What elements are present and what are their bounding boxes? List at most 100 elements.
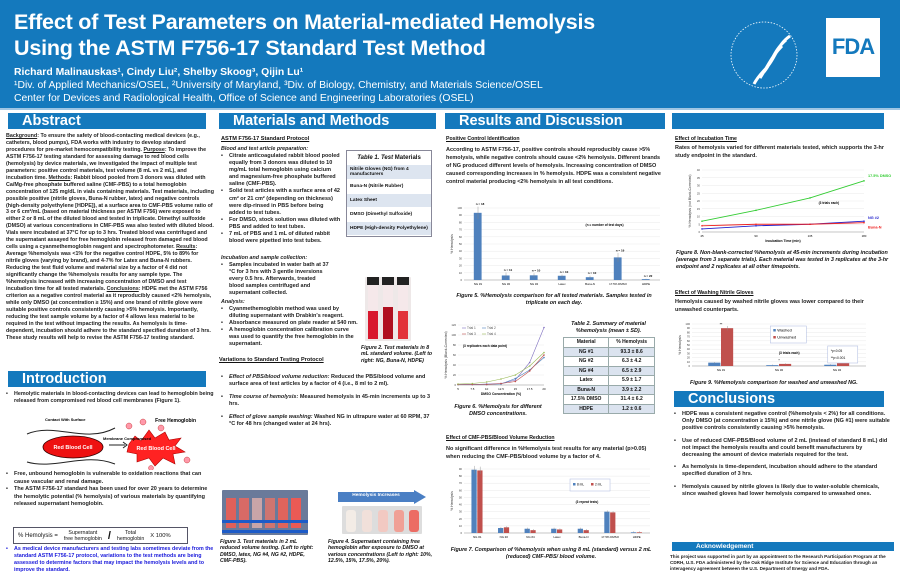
center-name: Center for Devices and Radiological Heal… <box>14 93 474 104</box>
table2-cell: 6.5 ± 2.9 <box>608 365 655 376</box>
x-tick-label: NG #1 <box>473 535 482 539</box>
y-tick-label: 60 <box>459 488 463 492</box>
y-tick-label: 50 <box>459 242 463 246</box>
x-tick-label: NG #1 <box>717 368 726 372</box>
y-tick-label: 40 <box>459 503 463 507</box>
data-point <box>471 382 474 385</box>
series-line <box>458 327 545 385</box>
abstract-background: : To ensure the safety of blood-contacti… <box>6 133 200 153</box>
variation-item: Effect of PBS/blood volume reduction: Re… <box>219 374 434 388</box>
figure2-caption: Figure 2. Test materials in 8 mL standar… <box>361 345 433 364</box>
abstract-methods-label: Methods <box>48 174 71 181</box>
bar <box>636 532 642 533</box>
data-point <box>701 225 703 227</box>
y-tick-label: 20 <box>459 517 463 521</box>
data-point <box>543 354 545 356</box>
y-tick-label: 90 <box>459 467 463 471</box>
figure2-test-tubes-photo <box>365 277 411 341</box>
bar <box>577 528 583 533</box>
y-tick-label: 0 <box>460 531 462 535</box>
series-line <box>701 222 865 227</box>
chart-annotation: (3 trials each) <box>779 351 800 355</box>
prep-item: Citrate anticoagulated rabbit blood pool… <box>219 153 341 188</box>
data-point <box>485 383 488 386</box>
table2-cell: 17.5% DMSO <box>562 394 610 405</box>
x-tick-label: 17.5% DMSO <box>601 535 619 539</box>
y-axis-label: % Hemolysis <box>450 234 454 254</box>
fda-logo: FDA <box>826 18 880 77</box>
y-axis-label: % Hemolysis (Blank-Corrected) <box>444 331 448 378</box>
figure9-caption: Figure 9. %Hemolysis comparison for wash… <box>690 380 858 386</box>
figure5-caption: Figure 5. %Hemolysis comparison for all … <box>456 293 652 306</box>
table1: Table 1. Test Materials Nitrile Gloves (… <box>346 150 432 237</box>
y-tick-label: 30 <box>697 184 701 188</box>
y-tick-label: 10 <box>697 215 701 219</box>
table1-title-italic: Table 1. Test <box>357 155 394 161</box>
data-point <box>863 220 865 222</box>
bar <box>524 528 530 533</box>
significance-marker: * <box>778 358 780 362</box>
data-point <box>863 221 865 224</box>
y-tick-label: 100 <box>685 322 690 326</box>
data-label: n = 18 <box>476 202 485 206</box>
results-heading: Results and Discussion <box>445 113 665 129</box>
abstract-purpose-label: Purpose <box>143 146 165 153</box>
figure8-caption: Figure 8. Non-blank-corrected %hemolysis… <box>676 250 889 270</box>
bar <box>824 364 837 366</box>
legend-box <box>770 325 807 344</box>
y-tick-label: 40 <box>697 168 701 172</box>
abstract-conclusions-label: Conclusions <box>106 285 139 292</box>
figure7-caption: Figure 7. Comparison of %hemolysis when … <box>450 547 652 560</box>
data-label: n = 10 <box>560 270 569 274</box>
series-line <box>701 180 865 222</box>
x-tick-label: 90 <box>754 234 758 238</box>
bar <box>529 275 538 280</box>
conclusion-item: HDPE was a consistent negative control (… <box>672 411 892 433</box>
bar <box>477 470 483 533</box>
bar <box>779 363 792 366</box>
chart-annotation: (3 trials each) <box>819 201 840 205</box>
data-point <box>543 351 545 354</box>
x-axis-label: Incubation Time (min) <box>765 239 800 243</box>
y-tick-label: 100 <box>451 333 456 337</box>
x-tick-label: NG #2 <box>502 282 511 286</box>
table2-cell: 31.4 ± 6.2 <box>608 394 655 405</box>
analysis-list: Cyanmethemoglobin method was used by dil… <box>219 306 359 349</box>
affiliations: ¹Div. of Applied Mechanics/OSEL, ²Univer… <box>14 80 543 91</box>
figure3-reduced-volume-photo <box>222 490 308 535</box>
intro-bullets-2: Free, unbound hemoglobin is vulnerable t… <box>4 471 214 509</box>
table2-cell: Latex <box>562 375 610 386</box>
incubation-item: Samples incubated in water bath at 37 °C… <box>219 262 331 297</box>
legend-label: 2 mL <box>595 483 602 487</box>
table2-header: Material <box>562 337 610 348</box>
conclusion-item: Use of reduced CMF-PBS/Blood volume of 2… <box>672 438 892 460</box>
washing-title: Effect of Washing Nitrile Gloves <box>675 290 754 296</box>
fig1-rbc-label: Red Blood Cell <box>53 445 93 451</box>
table2-cell: 5.9 ± 1.7 <box>608 375 655 386</box>
series-line <box>458 357 545 385</box>
data-label: n = 11 <box>504 268 513 272</box>
legend-label: Unwashed <box>777 335 796 340</box>
legend-label: Trial 3 <box>467 332 476 336</box>
y-tick-label: 60 <box>453 353 457 357</box>
legend-label: 8 mL <box>577 483 584 487</box>
formula-numerator: Supernatant <box>68 529 98 536</box>
data-point <box>809 223 811 226</box>
table2-header: % Hemolysis <box>608 337 655 348</box>
y-tick-label: 70 <box>459 481 463 485</box>
bar <box>557 529 563 533</box>
y-tick-label: 0 <box>698 230 700 234</box>
prep-item: For DMSO, stock solution was diluted wit… <box>219 217 341 231</box>
bar <box>641 279 650 280</box>
significance-marker: ** <box>720 323 723 327</box>
y-tick-label: 60 <box>459 235 463 239</box>
legend-swatch <box>573 483 576 486</box>
y-tick-label: 40 <box>453 363 457 367</box>
y-tick-label: 80 <box>687 330 691 334</box>
acknowledgement-text: This project was supported in part by an… <box>670 554 886 571</box>
abstract-heading: Abstract <box>8 113 206 129</box>
chart-annotation: (3 repeat tests) <box>576 500 599 504</box>
figure4-caption: Figure 4. Supernatant containing free he… <box>328 539 433 565</box>
legend-label: Trial 2 <box>487 326 496 330</box>
intro-bullet: Hemolytic materials in blood-contacting … <box>4 391 214 405</box>
